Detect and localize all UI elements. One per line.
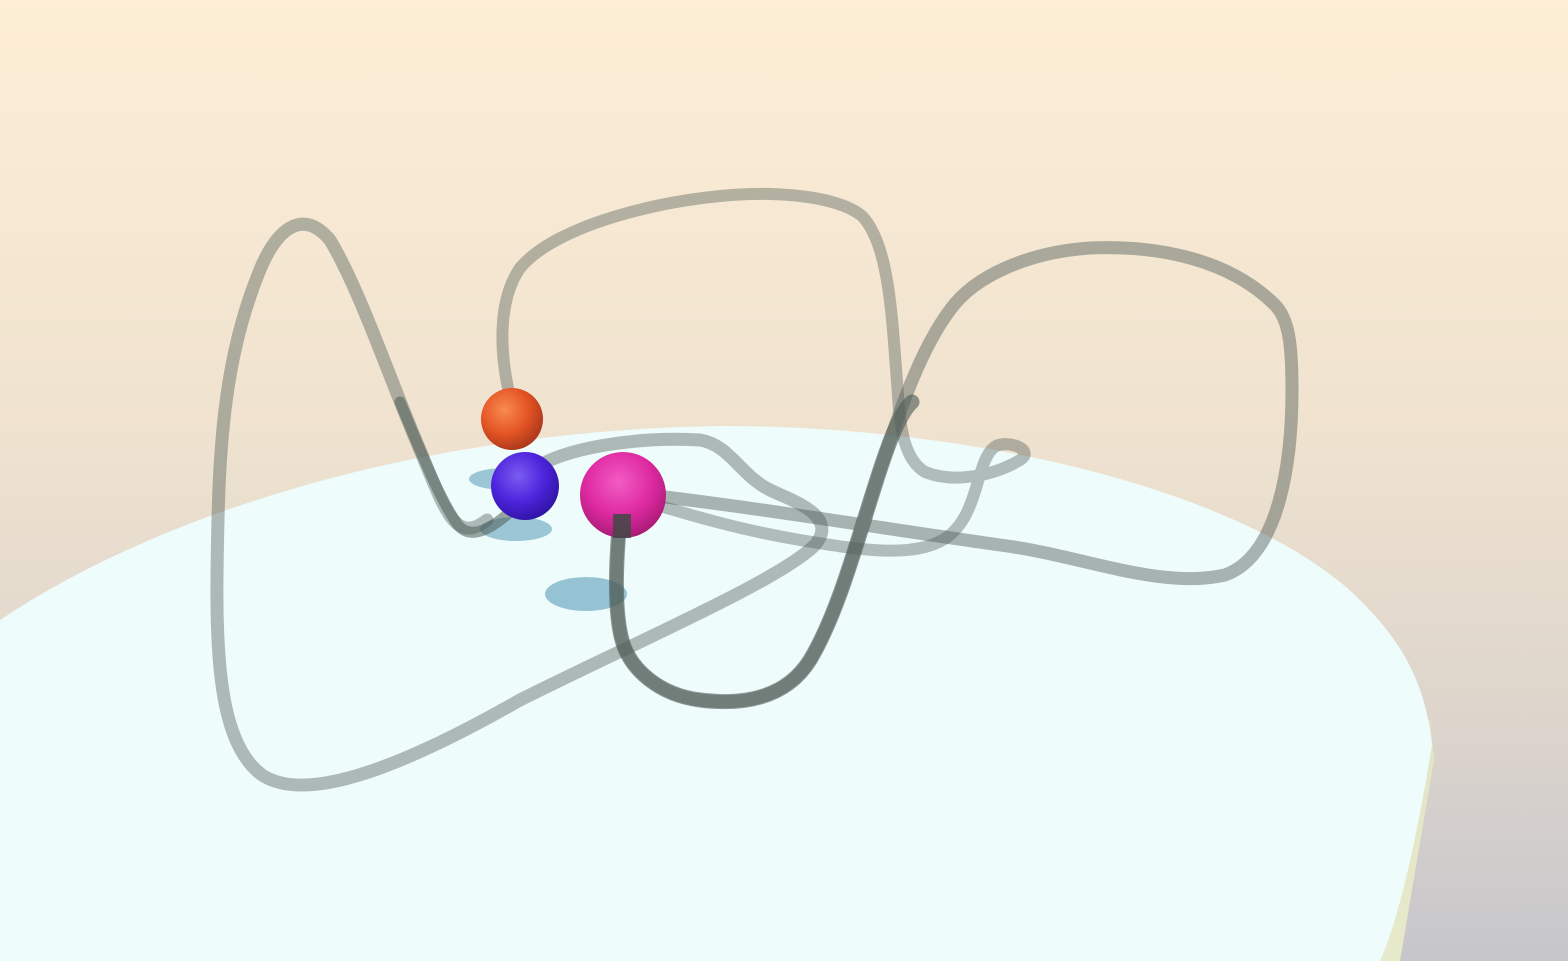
track-path xyxy=(210,187,1299,792)
magenta-ball-tube-stub xyxy=(613,514,631,538)
blue-ball[interactable] xyxy=(491,452,559,520)
track-segment-left-drop xyxy=(394,396,516,538)
magenta-ball[interactable] xyxy=(580,452,666,538)
platform-top xyxy=(0,426,1432,961)
track-segment-top-loop xyxy=(496,187,1031,557)
magenta-ball-shadow xyxy=(545,577,627,611)
track-segment-left-loop xyxy=(210,217,829,792)
orange-ball[interactable] xyxy=(481,388,543,450)
track-segment-front-drop xyxy=(609,394,920,710)
